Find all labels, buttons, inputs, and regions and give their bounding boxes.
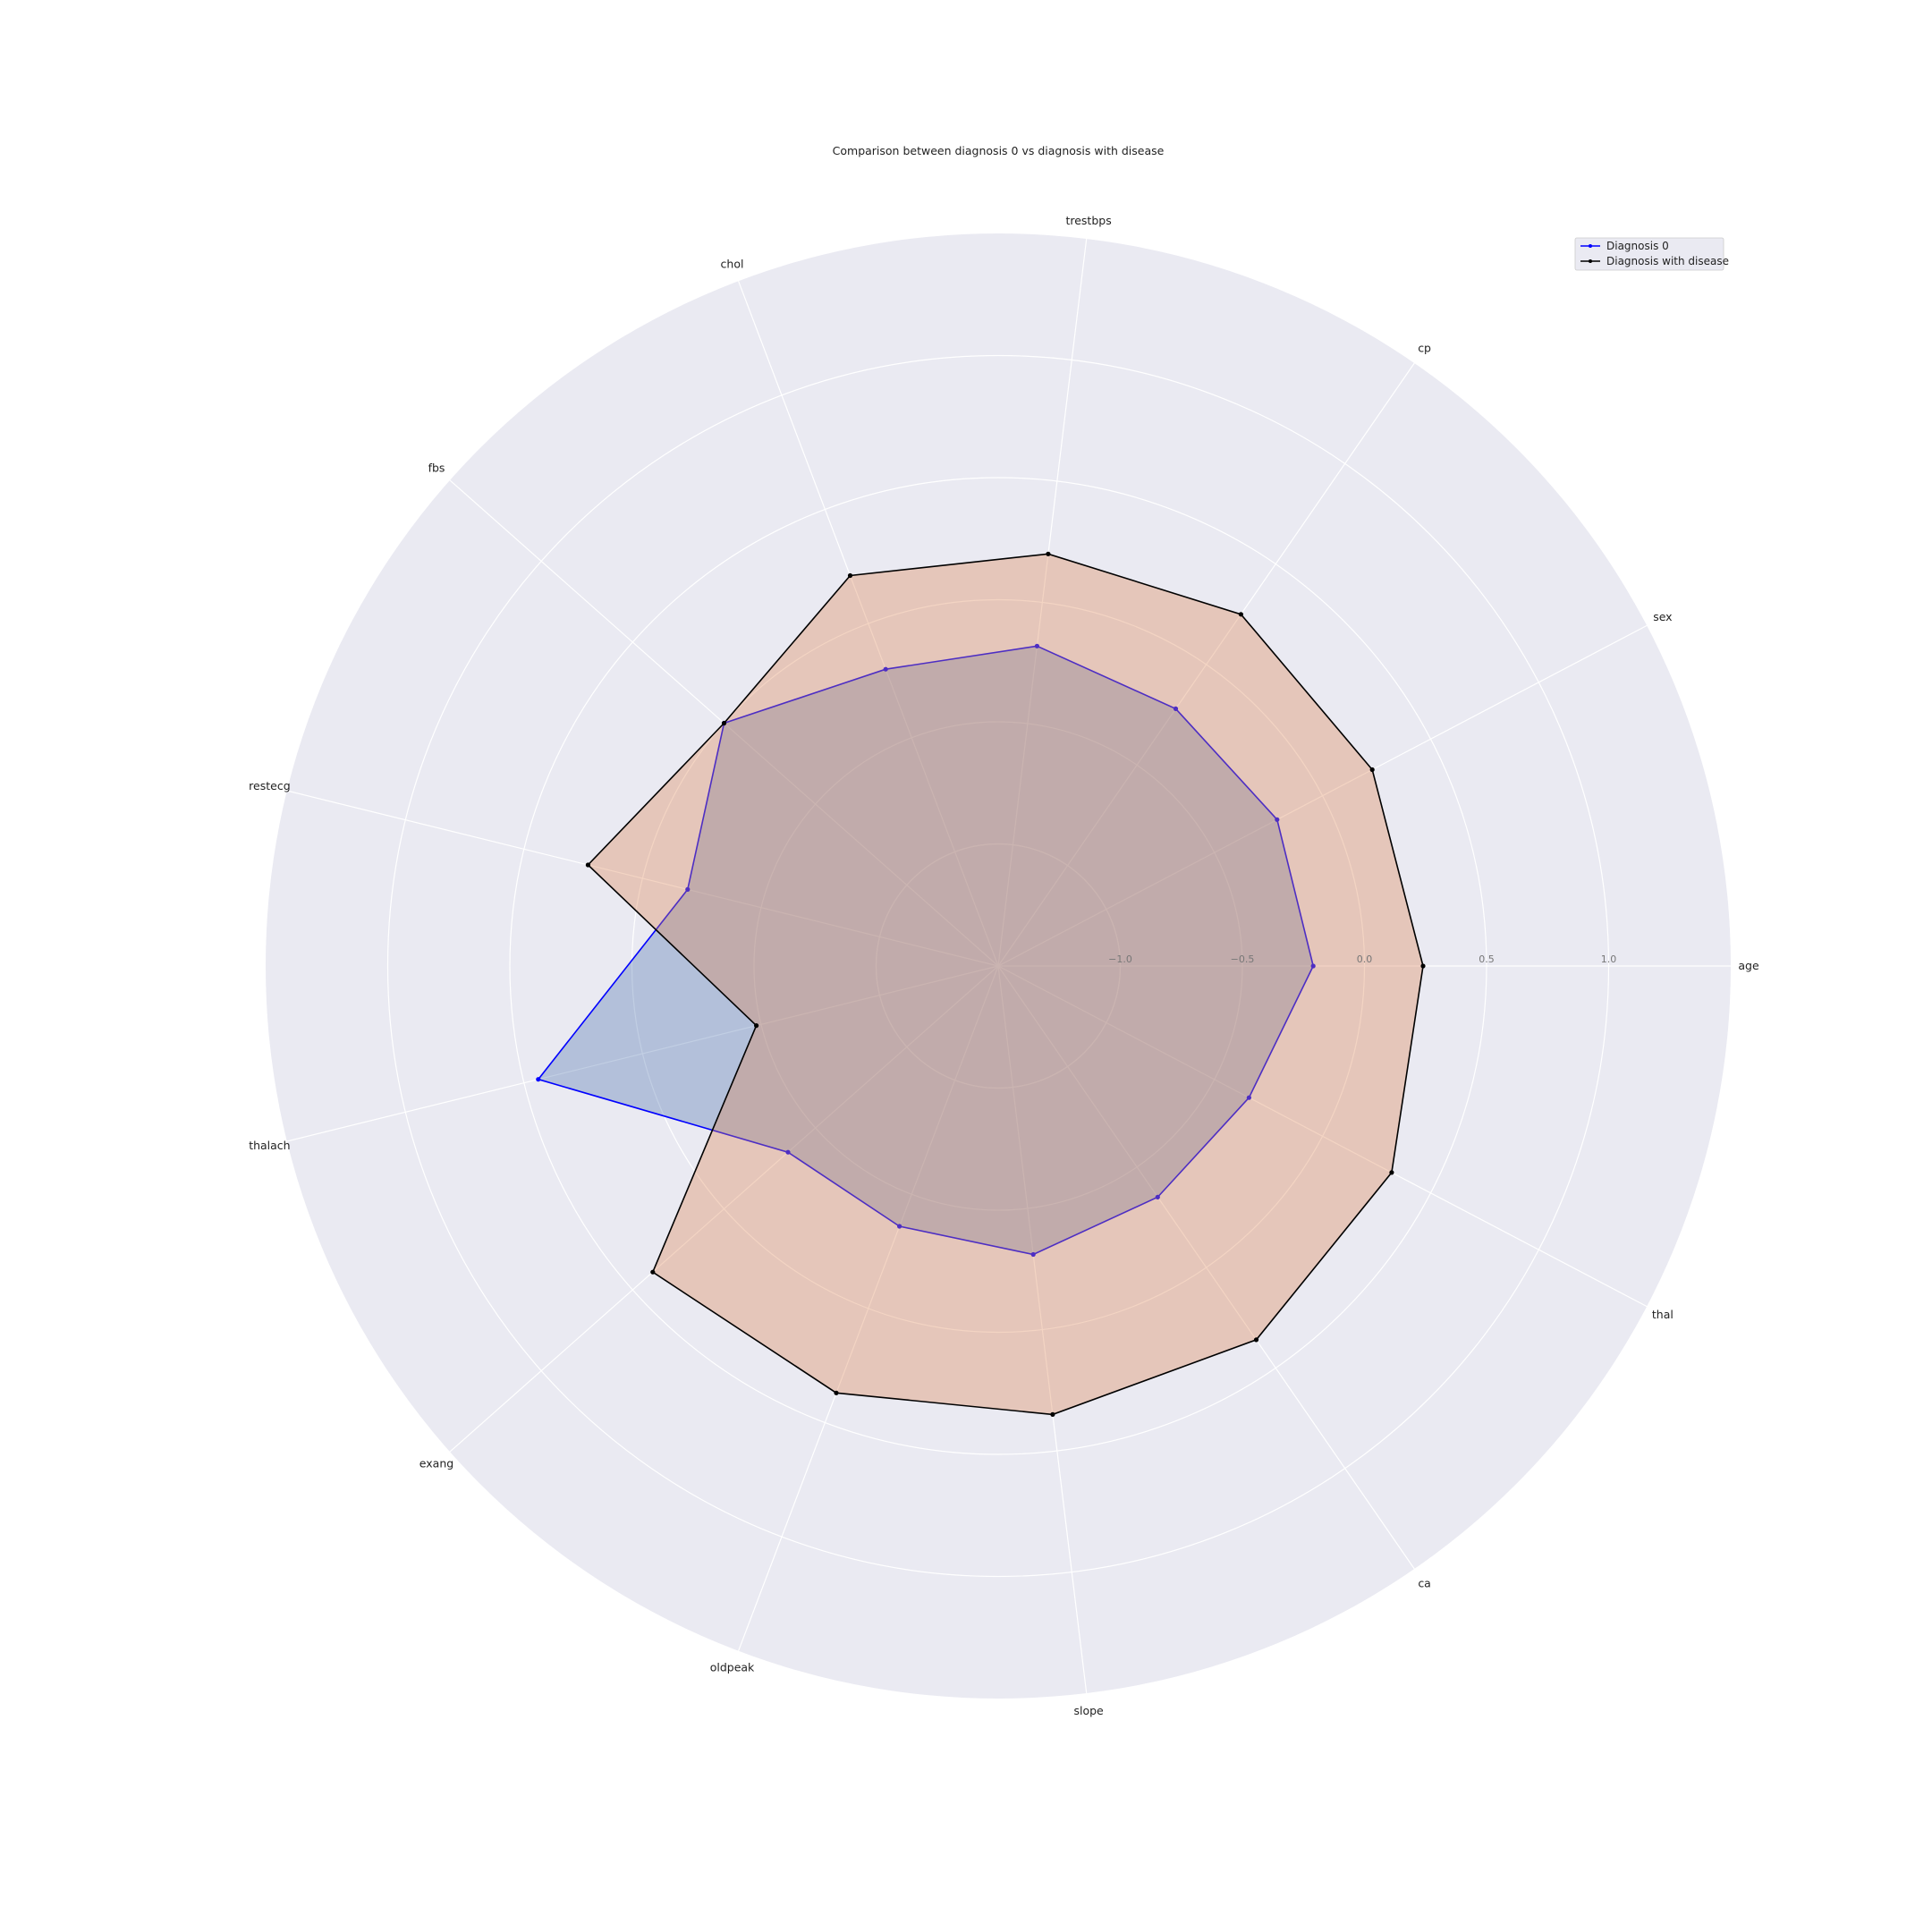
axis-label-age: age	[1738, 959, 1759, 972]
axis-label-fbs: fbs	[428, 462, 445, 475]
spoke-slope	[997, 965, 1088, 1694]
point-diagnosis-0-chol	[883, 666, 888, 672]
series-line-diagnosis-with-disease	[587, 553, 1424, 1416]
point-diagnosis-with-disease-exang	[650, 1269, 656, 1275]
axis-label-ca: ca	[1418, 1577, 1431, 1590]
legend-box	[1574, 237, 1724, 271]
point-diagnosis-0-thalach	[536, 1077, 541, 1082]
radial-tick-0: −1.0	[1108, 953, 1132, 965]
point-diagnosis-0-slope	[1030, 1251, 1036, 1258]
spoke-restecg	[286, 790, 999, 967]
spoke-chol	[738, 281, 999, 967]
category-labels: age sex cp trestbps chol fbs restecg thalach exa…	[249, 214, 1759, 1717]
point-diagnosis-with-disease-thal	[1389, 1170, 1394, 1175]
point-diagnosis-with-disease-slope	[1050, 1411, 1055, 1417]
radial-tick-labels: −1.0 −0.5 0.0 0.5 1.0	[1108, 953, 1616, 965]
axis-label-chol: chol	[721, 258, 744, 271]
spoke-oldpeak	[738, 965, 999, 1651]
legend-marker-diagnosis-0	[1589, 244, 1592, 248]
axis-label-thal: thal	[1652, 1308, 1674, 1321]
point-diagnosis-0-cp	[1173, 706, 1179, 712]
spoke-sex	[997, 624, 1648, 967]
point-diagnosis-0-ca	[1155, 1194, 1160, 1199]
axis-label-cp: cp	[1418, 342, 1431, 355]
point-diagnosis-with-disease-thalach	[754, 1023, 759, 1029]
axis-label-oldpeak: oldpeak	[710, 1661, 755, 1674]
point-diagnosis-0-age	[1310, 963, 1316, 969]
legend: Diagnosis 0 Diagnosis with disease	[1574, 237, 1729, 271]
radial-tick-3: 0.5	[1479, 953, 1495, 965]
point-diagnosis-with-disease-fbs	[721, 720, 727, 726]
series-fill-diagnosis-0	[538, 646, 1314, 1255]
spoke-cp	[997, 362, 1415, 967]
axis-label-sex: sex	[1653, 610, 1672, 623]
point-diagnosis-0-trestbps	[1034, 643, 1039, 648]
radial-tick-2: 0.0	[1357, 953, 1373, 965]
point-diagnosis-0-sex	[1275, 817, 1280, 822]
radial-tick-4: 1.0	[1601, 953, 1617, 965]
point-diagnosis-0-thal	[1246, 1095, 1251, 1100]
spoke-thal	[997, 965, 1648, 1308]
radial-tick-1: −0.5	[1231, 953, 1255, 965]
axis-label-exang: exang	[419, 1456, 453, 1470]
point-diagnosis-with-disease-cp	[1238, 612, 1243, 617]
spoke-trestbps	[997, 238, 1088, 967]
point-diagnosis-with-disease-chol	[847, 572, 853, 579]
point-diagnosis-with-disease-restecg	[585, 862, 591, 868]
point-diagnosis-with-disease-sex	[1369, 767, 1375, 773]
point-diagnosis-0-restecg	[685, 886, 691, 893]
spoke-exang	[449, 965, 999, 1453]
point-diagnosis-with-disease-ca	[1253, 1337, 1259, 1343]
angular-grid	[286, 238, 1731, 1694]
spoke-thalach	[286, 965, 999, 1142]
point-diagnosis-0-oldpeak	[897, 1224, 902, 1229]
point-diagnosis-with-disease-oldpeak	[834, 1390, 839, 1395]
point-diagnosis-0-exang	[785, 1149, 791, 1155]
spoke-ca	[997, 965, 1415, 1570]
series-layer	[536, 551, 1426, 1417]
legend-label-diagnosis-0: Diagnosis 0	[1606, 240, 1669, 252]
legend-marker-diagnosis-disease	[1589, 259, 1592, 263]
axis-label-thalach: thalach	[249, 1139, 290, 1152]
point-diagnosis-with-disease-age	[1420, 963, 1426, 969]
axis-label-trestbps: trestbps	[1065, 214, 1111, 227]
chart-title: Comparison between diagnosis 0 vs diagno…	[833, 144, 1165, 157]
series-line-diagnosis-0	[537, 645, 1315, 1256]
axis-label-slope: slope	[1073, 1704, 1104, 1717]
series-fill-diagnosis-with-disease	[588, 554, 1423, 1415]
axis-label-restecg: restecg	[249, 779, 290, 792]
point-diagnosis-with-disease-trestbps	[1046, 551, 1051, 556]
legend-label-diagnosis-disease: Diagnosis with disease	[1606, 255, 1729, 267]
